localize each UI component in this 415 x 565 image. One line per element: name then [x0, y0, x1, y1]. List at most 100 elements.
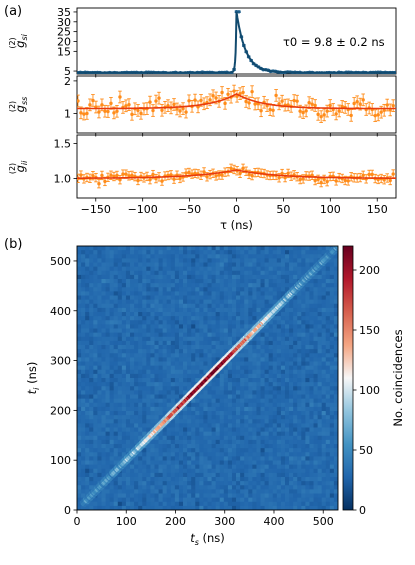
heatmap-cell: [118, 481, 122, 486]
heatmap-cell: [216, 329, 220, 334]
data-point: [313, 179, 316, 182]
heatmap-cell: [97, 390, 101, 395]
heatmap-cell: [122, 370, 126, 375]
heatmap-cell: [81, 440, 85, 445]
heatmap-cell: [187, 452, 191, 457]
heatmap-cell: [212, 341, 216, 346]
heatmap-cell: [159, 250, 163, 255]
heatmap-cell: [277, 279, 281, 284]
heatmap-cell: [265, 436, 269, 441]
heatmap-cell: [130, 494, 134, 499]
heatmap-cell: [106, 395, 110, 400]
heatmap-cell: [301, 246, 305, 251]
heatmap-cell: [203, 485, 207, 490]
heatmap-cell: [269, 362, 273, 367]
heatmap-cell: [273, 250, 277, 255]
heatmap-cell: [122, 428, 126, 433]
heatmap-cell: [285, 452, 289, 457]
heatmap-cell: [179, 477, 183, 482]
heatmap-cell: [289, 469, 293, 474]
heatmap-cell: [269, 452, 273, 457]
y-axis-label-sup: (2): [8, 163, 17, 174]
heatmap-cell: [248, 498, 252, 503]
heatmap-cell: [208, 415, 212, 420]
data-point: [280, 99, 283, 102]
heatmap-cell: [195, 469, 199, 474]
heatmap-cell: [199, 399, 203, 404]
heatmap-cell: [106, 461, 110, 466]
heatmap-cell: [171, 485, 175, 490]
heatmap-cell: [273, 271, 277, 276]
heatmap-cell: [122, 498, 126, 503]
heatmap-cell: [154, 494, 158, 499]
heatmap-cell: [150, 461, 154, 466]
heatmap-cell: [212, 465, 216, 470]
heatmap-cell: [81, 296, 85, 301]
heatmap-cell: [163, 320, 167, 325]
heatmap-cell: [167, 378, 171, 383]
heatmap-cell: [240, 399, 244, 404]
heatmap-cell: [301, 337, 305, 342]
heatmap-cell: [293, 498, 297, 503]
heatmap-cell: [110, 345, 114, 350]
heatmap-cell: [244, 279, 248, 284]
heatmap-cell: [195, 353, 199, 358]
heatmap-cell: [220, 320, 224, 325]
heatmap-cell: [179, 254, 183, 259]
x-tick-label: −50: [178, 203, 201, 216]
heatmap-cell: [208, 324, 212, 329]
heatmap-cell: [167, 386, 171, 391]
heatmap-cell: [240, 263, 244, 268]
heatmap-cell: [159, 320, 163, 325]
heatmap-cell: [89, 481, 93, 486]
heatmap-cell: [293, 374, 297, 379]
heatmap-cell: [163, 494, 167, 499]
heatmap-cell: [110, 448, 114, 453]
heatmap-cell: [126, 436, 130, 441]
heatmap-cell: [179, 275, 183, 280]
heatmap-cell: [277, 477, 281, 482]
heatmap-cell: [281, 440, 285, 445]
heatmap-cell: [183, 436, 187, 441]
heatmap-cell: [150, 258, 154, 263]
heatmap-cell: [191, 254, 195, 259]
heatmap-cell: [191, 456, 195, 461]
heatmap-cell: [77, 246, 81, 251]
heatmap-cell: [195, 333, 199, 338]
heatmap-cell: [248, 308, 252, 313]
heatmap-cell: [101, 428, 105, 433]
heatmap-cell: [85, 271, 89, 276]
heatmap-cell: [281, 362, 285, 367]
heatmap-cell: [224, 395, 228, 400]
heatmap-cell: [212, 304, 216, 309]
heatmap-cell: [101, 291, 105, 296]
heatmap-cell: [77, 357, 81, 362]
heatmap-cell: [183, 254, 187, 259]
heatmap-cell: [208, 357, 212, 362]
heatmap-cell: [281, 366, 285, 371]
heatmap-cell: [269, 395, 273, 400]
heatmap-cell: [297, 395, 301, 400]
heatmap-cell: [154, 473, 158, 478]
heatmap-cell: [114, 291, 118, 296]
heatmap-cell: [130, 489, 134, 494]
heatmap-cell: [175, 250, 179, 255]
heatmap-cell: [89, 390, 93, 395]
heatmap-cell: [269, 287, 273, 292]
heatmap-cell: [150, 444, 154, 449]
heatmap-cell: [216, 489, 220, 494]
heatmap-cell: [134, 291, 138, 296]
heatmap-cell: [167, 258, 171, 263]
heatmap-cell: [122, 386, 126, 391]
heatmap-cell: [208, 469, 212, 474]
heatmap-cell: [130, 415, 134, 420]
heatmap-cell: [77, 250, 81, 255]
heatmap-cell: [187, 366, 191, 371]
heatmap-cell: [277, 366, 281, 371]
heatmap-cell: [208, 250, 212, 255]
heatmap-cell: [285, 448, 289, 453]
heatmap-cell: [150, 411, 154, 416]
heatmap-cell: [159, 312, 163, 317]
heatmap-cell: [150, 469, 154, 474]
heatmap-cell: [232, 271, 236, 276]
